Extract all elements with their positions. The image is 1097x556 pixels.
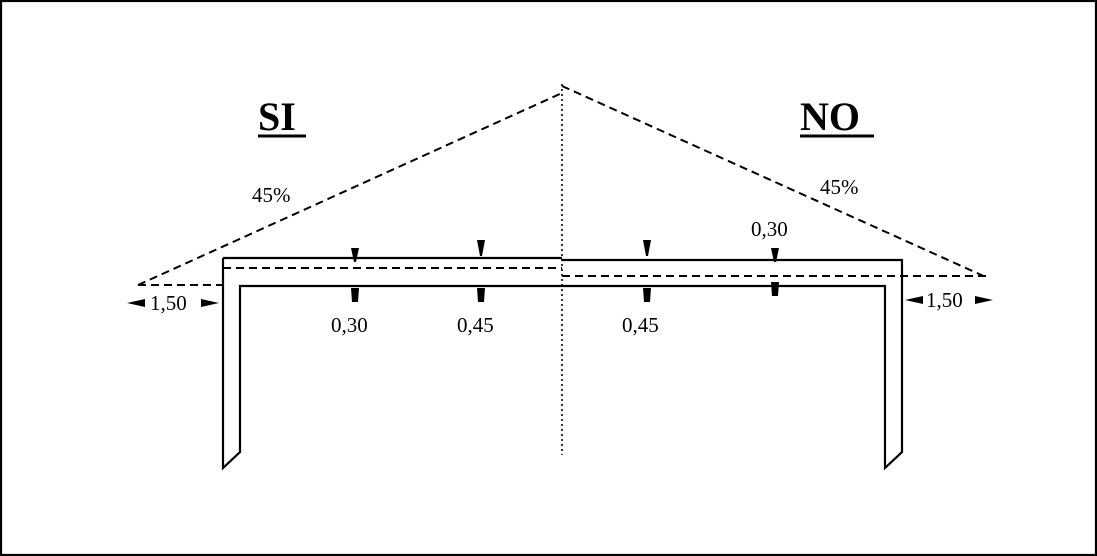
marker-right-030-top [771,248,779,262]
right-overhang-label: 1,50 [926,288,963,312]
marker-left-045-bottom [477,288,485,302]
right-thickness-label-2: 0,30 [751,217,788,241]
left-slope-label: 45% [252,183,291,207]
marker-right-045-top [643,240,651,256]
right-slope-label: 45% [820,175,859,199]
left-building-outline [221,256,562,471]
left-thickness-label-2: 0,45 [457,313,494,337]
left-overhang-arrow-outer [127,299,145,307]
marker-right-030-bottom [771,282,779,296]
right-thickness-label-1: 0,45 [622,313,659,337]
right-side-title: NO [800,94,860,139]
right-overhang-arrow-inner [905,296,923,304]
left-thickness-label-1: 0,30 [331,313,368,337]
right-building-outline [562,258,904,471]
left-overhang-arrow-inner [201,299,219,307]
left-overhang-label: 1,50 [150,291,187,315]
right-overhang-arrow-outer [975,296,993,304]
left-side-title: SI [258,94,296,139]
marker-left-045-top [477,240,485,256]
marker-left-030-bottom [351,288,359,302]
left-roof-slope-line [137,92,563,286]
marker-right-045-bottom [643,288,651,302]
marker-left-030-top [351,248,359,262]
